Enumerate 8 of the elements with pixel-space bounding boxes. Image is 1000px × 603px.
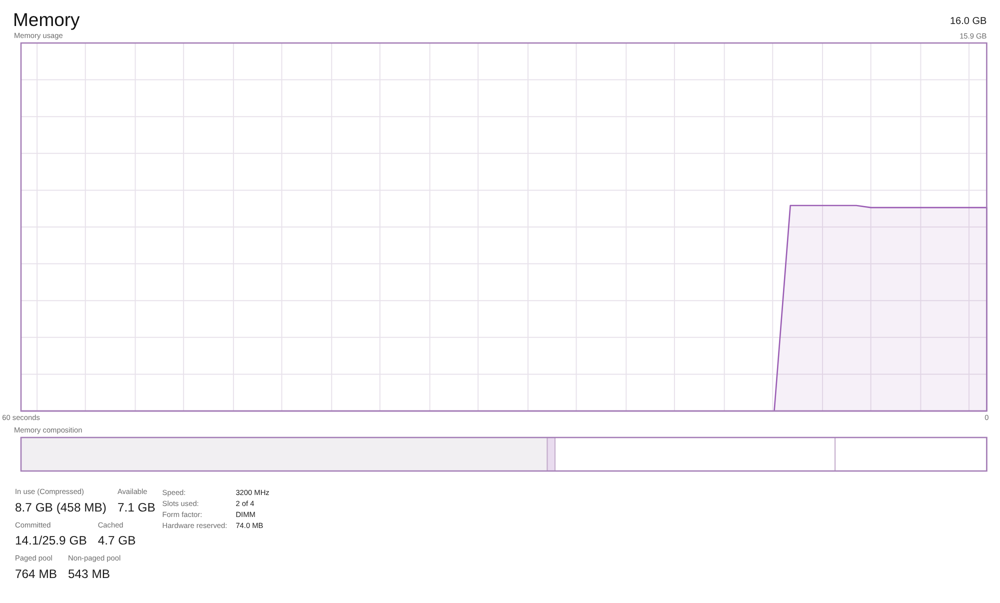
text: 764 MB [15,566,58,581]
text: 16.0 GB [950,16,988,27]
text: 7.1 GB [117,500,156,514]
chart-title: Memory [13,9,81,30]
text: 8.7 GB (458 MB) [15,500,106,514]
text: 14.1/25.9 GB [15,534,87,548]
text: 4.7 GB [98,534,136,548]
text: 543 MB [68,566,110,581]
